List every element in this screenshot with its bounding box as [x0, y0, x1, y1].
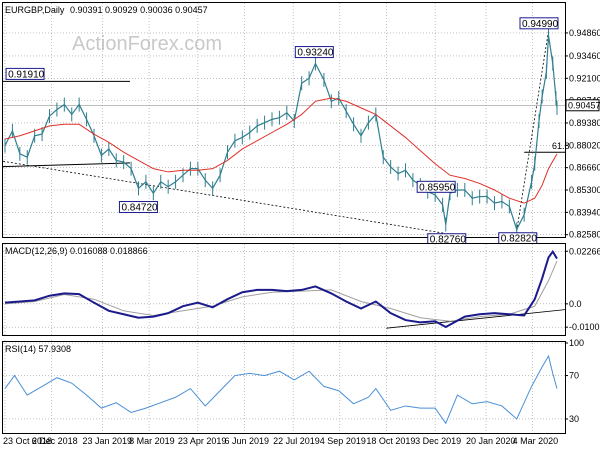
macd-panel-frame [2, 243, 566, 336]
macd-series [4, 249, 566, 329]
trend-lines: 61.8 [2, 30, 570, 234]
price-axis: 0.948600.934600.921000.907400.893800.880… [565, 28, 600, 240]
price-callouts: 0.91910 0.84720 0.93240 0.85950 0.82760 0.828… [5, 17, 559, 246]
price-grid [3, 3, 565, 237]
macd-title: MACD(12,26,9) 0.016088 0.018866 [5, 246, 148, 256]
macd-tick-label: 0.022662 [569, 246, 600, 256]
price-series [4, 28, 558, 237]
price-tick-label: 0.88020 [569, 140, 600, 150]
x-tick-label: 6 Jun 2019 [224, 436, 269, 446]
ema-line [4, 97, 558, 204]
macd-tick-label: 0.0 [569, 299, 582, 309]
rsi-grid [3, 340, 565, 433]
price-tick-label: 0.83940 [569, 207, 600, 217]
price-callout-label: 0.84720 [121, 203, 158, 214]
macd-trendline [386, 309, 566, 329]
x-tick-label: 4 Sep 2019 [320, 436, 366, 446]
rsi-tick-label: 30 [569, 414, 579, 424]
price-tick-label: 0.93460 [569, 51, 600, 61]
x-tick-label: 3 Dec 2019 [415, 436, 461, 446]
rsi-line [4, 354, 558, 425]
macd-signal-line [4, 260, 558, 322]
price-callout-box [416, 180, 456, 193]
watermark: ActionForex.com [72, 33, 222, 55]
price-tick-label: 0.89380 [569, 118, 600, 128]
x-tick-label: 18 Oct 2019 [366, 436, 415, 446]
fib-label: 61.8 [552, 141, 570, 151]
macd-tick-label: -0.010052 [569, 322, 600, 332]
rally-trendline [516, 30, 549, 231]
price-callout-box [519, 17, 559, 30]
x-tick-label: 4 Mar 2020 [513, 436, 559, 446]
x-tick-label: 22 Jul 2019 [273, 436, 320, 446]
price-tick-label: 0.85300 [569, 185, 600, 195]
price-callout-label: 0.82760 [430, 235, 467, 246]
x-tick-label: 23 Jan 2019 [82, 436, 132, 446]
price-ohlc: 0.90391 0.90929 0.90036 0.90457 [70, 5, 208, 15]
price-callout-label: 0.91910 [8, 69, 45, 80]
price-callout-label: 0.85950 [419, 182, 456, 193]
rsi-title: RSI(14) 57.9308 [5, 344, 71, 354]
x-tick-label: 23 Apr 2019 [178, 436, 227, 446]
price-callout-label: 0.93240 [297, 48, 334, 59]
price-callout-label: 0.94990 [522, 19, 559, 30]
rsi-series [4, 354, 558, 425]
last-price-box [565, 99, 600, 112]
x-tick-label: 6 Dec 2018 [32, 436, 78, 446]
rsi-axis: 100 70 30 [565, 338, 584, 424]
price-tick-label: 0.82580 [569, 230, 600, 240]
price-callout-box [118, 201, 158, 214]
last-price-marker: 0.90457 [565, 99, 600, 112]
price-callout-box [294, 46, 334, 59]
price-tick-label: 0.86660 [569, 163, 600, 173]
price-title: EURGBP,Daily [5, 5, 65, 15]
macd-line [4, 249, 558, 329]
channel-line [2, 162, 131, 168]
support-trendline [2, 160, 446, 234]
price-callout-box [5, 67, 45, 80]
price-callout-label: 0.82820 [501, 234, 538, 245]
x-tick-label: 23 Oct 2018 [3, 436, 52, 446]
price-tick-label: 0.92100 [569, 73, 600, 83]
rsi-panel-frame [2, 341, 566, 434]
price-tick-label: 0.94860 [569, 28, 600, 38]
macd-axis: 0.022662 0.0 -0.010052 [565, 246, 600, 332]
x-tick-label: 20 Jan 2020 [466, 436, 516, 446]
x-tick-label: 8 Mar 2019 [129, 436, 175, 446]
rsi-tick-label: 100 [569, 338, 584, 348]
last-price-label: 0.90457 [568, 100, 600, 110]
price-line [4, 35, 558, 232]
rsi-tick-label: 70 [569, 371, 579, 381]
